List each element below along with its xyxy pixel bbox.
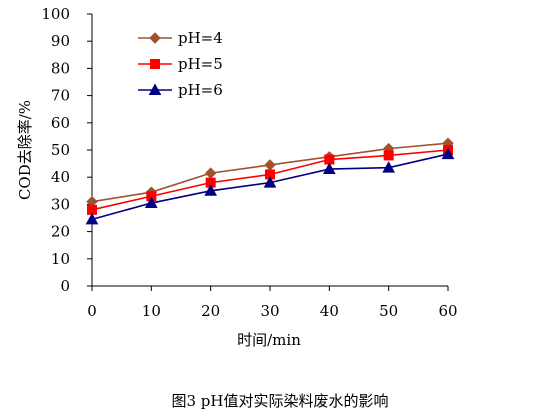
x-tick-label: 60 <box>438 302 457 320</box>
x-tick-label: 30 <box>260 302 279 320</box>
y-tick-label: 80 <box>51 59 70 77</box>
data-point <box>85 212 99 225</box>
y-tick-label: 70 <box>51 87 70 105</box>
legend-marker <box>149 32 161 44</box>
data-point <box>383 150 394 161</box>
figure-caption: 图3 pH值对实际染料废水的影响 <box>172 392 389 410</box>
data-point <box>263 176 277 188</box>
y-axis-title: COD去除率/% <box>16 100 34 200</box>
data-point <box>441 147 455 160</box>
y-tick-label: 100 <box>41 5 70 23</box>
y-tick-label: 40 <box>51 168 70 186</box>
x-tick-label: 40 <box>320 302 339 320</box>
legend-marker <box>148 83 162 95</box>
y-tick-label: 0 <box>60 277 70 295</box>
x-tick-label: 10 <box>142 302 161 320</box>
y-tick-label: 30 <box>51 195 70 213</box>
x-axis-title: 时间/min <box>237 331 301 349</box>
series-layer <box>85 137 455 225</box>
series-3 <box>85 147 455 225</box>
data-point <box>204 167 217 179</box>
legend-marker <box>150 59 160 69</box>
legend-label: pH=6 <box>178 81 223 99</box>
legend-label: pH=4 <box>178 29 223 47</box>
series-2 <box>87 145 453 215</box>
y-tick-label: 20 <box>51 223 70 241</box>
legend-item: pH=4 <box>138 29 223 47</box>
y-tick-label: 10 <box>51 250 70 268</box>
data-point <box>322 162 336 175</box>
legend-item: pH=6 <box>138 81 223 99</box>
x-tick-label: 50 <box>379 302 398 320</box>
data-point <box>204 184 218 196</box>
data-point <box>264 159 276 171</box>
x-tick-label: 20 <box>201 302 220 320</box>
x-tick-label: 0 <box>87 302 97 320</box>
data-point <box>144 196 158 209</box>
y-tick-label: 90 <box>51 32 70 50</box>
y-tick-label: 50 <box>51 141 70 159</box>
legend: pH=4 pH=5 pH=6 <box>138 29 223 99</box>
legend-item: pH=5 <box>138 55 223 73</box>
data-point <box>382 161 396 173</box>
axes: 0 10 20 30 40 50 60 70 80 90 100 0 10 20 30 40 50 60 <box>41 5 457 320</box>
legend-label: pH=5 <box>178 55 223 73</box>
y-tick-label: 60 <box>51 114 70 132</box>
